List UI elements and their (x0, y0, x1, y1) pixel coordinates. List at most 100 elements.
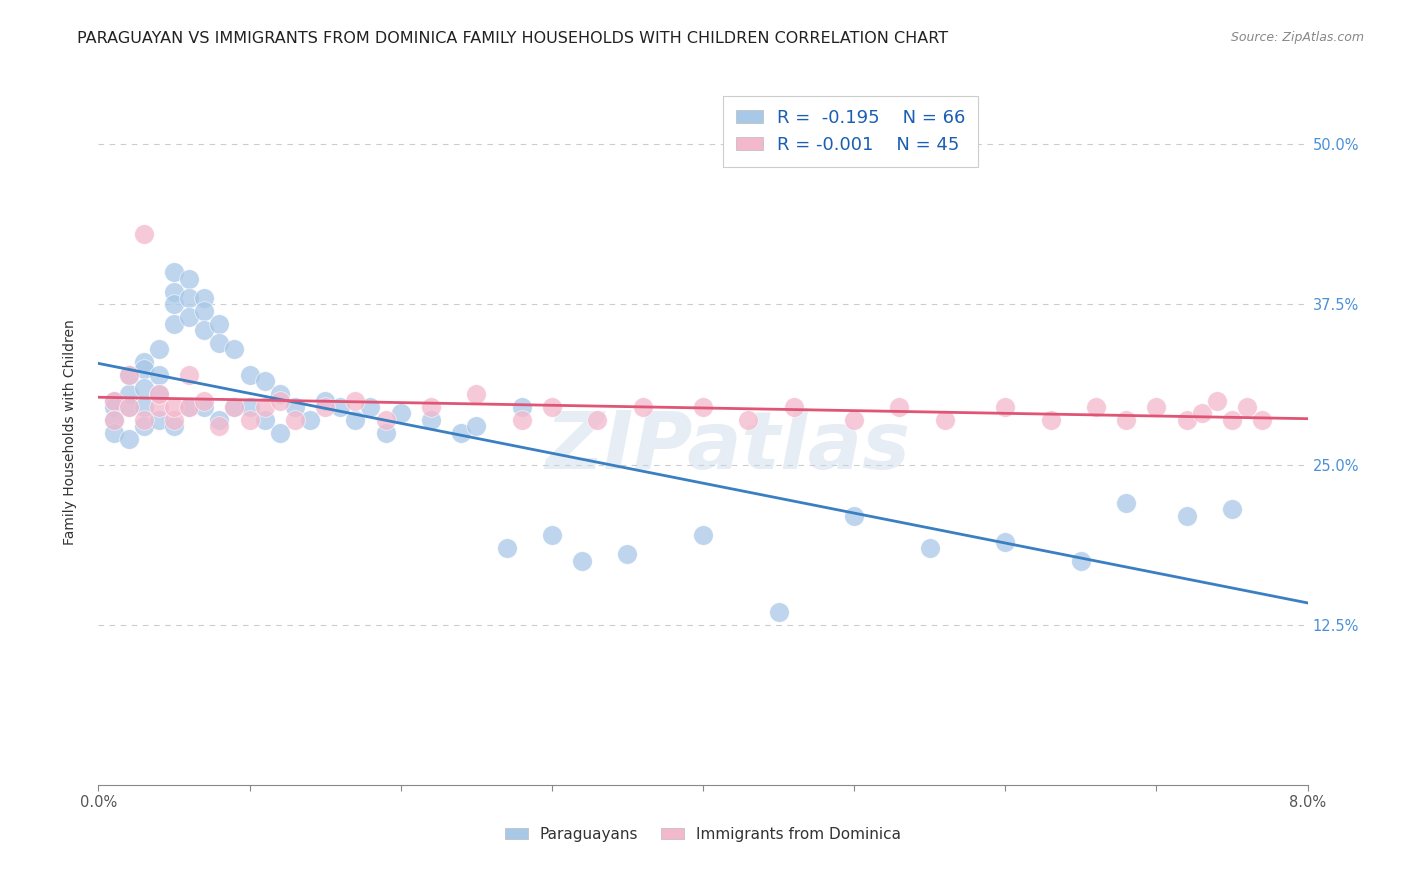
Point (118, 400, 141, 414)
Point (918, 541, 941, 555)
Point (1191, 406, 1213, 420)
Point (616, 547, 638, 561)
Point (132, 361, 155, 376)
Point (148, 368, 170, 382)
Point (374, 413, 396, 427)
Point (420, 400, 443, 414)
Point (103, 425, 125, 440)
Point (193, 291, 215, 305)
Point (450, 425, 472, 440)
Point (1220, 413, 1243, 427)
Point (1206, 393, 1229, 408)
Point (360, 400, 382, 414)
Point (179, 291, 201, 305)
Point (163, 285, 186, 299)
Text: Source: ZipAtlas.com: Source: ZipAtlas.com (1230, 31, 1364, 45)
Point (465, 387, 488, 401)
Point (208, 335, 231, 350)
Point (148, 387, 170, 401)
Point (269, 387, 291, 401)
Point (1251, 413, 1274, 427)
Point (132, 381, 155, 395)
Point (193, 323, 215, 337)
Point (1085, 400, 1108, 414)
Point (118, 387, 141, 401)
Point (132, 400, 155, 414)
Point (193, 304, 215, 318)
Point (179, 400, 201, 414)
Point (631, 400, 654, 414)
Point (224, 400, 246, 414)
Point (420, 413, 443, 427)
Y-axis label: Family Households with Children: Family Households with Children (63, 319, 77, 546)
Point (586, 413, 609, 427)
Point (510, 400, 533, 414)
Point (239, 368, 262, 382)
Point (103, 393, 125, 408)
Point (1115, 496, 1137, 510)
Point (163, 413, 186, 427)
Point (179, 368, 201, 382)
Point (239, 400, 262, 414)
Point (179, 400, 201, 414)
Text: ZIPatlas: ZIPatlas (544, 408, 910, 486)
Point (510, 413, 533, 427)
Point (1220, 502, 1243, 516)
Point (344, 413, 367, 427)
Point (344, 393, 367, 408)
Point (844, 413, 866, 427)
Point (103, 413, 125, 427)
Point (253, 413, 276, 427)
Point (692, 528, 714, 542)
Point (118, 400, 141, 414)
Point (284, 400, 307, 414)
Point (163, 317, 186, 331)
Point (132, 419, 155, 434)
Point (768, 605, 790, 619)
Point (132, 227, 155, 241)
Point (934, 413, 956, 427)
Point (163, 400, 186, 414)
Point (193, 400, 215, 414)
Point (1070, 554, 1092, 568)
Point (994, 400, 1017, 414)
Point (103, 393, 125, 408)
Point (329, 400, 352, 414)
Point (163, 419, 186, 434)
Point (132, 355, 155, 369)
Point (208, 317, 231, 331)
Point (269, 425, 291, 440)
Point (314, 400, 336, 414)
Point (844, 508, 866, 523)
Point (389, 406, 412, 420)
Point (1115, 413, 1137, 427)
Point (224, 400, 246, 414)
Point (163, 265, 186, 279)
Point (179, 272, 201, 286)
Point (148, 413, 170, 427)
Point (540, 400, 562, 414)
Point (737, 413, 759, 427)
Point (208, 413, 231, 427)
Point (571, 554, 593, 568)
Point (994, 534, 1017, 549)
Point (889, 400, 911, 414)
Point (540, 528, 562, 542)
Point (1175, 508, 1198, 523)
Point (118, 368, 141, 382)
Point (692, 400, 714, 414)
Text: PARAGUAYAN VS IMMIGRANTS FROM DOMINICA FAMILY HOUSEHOLDS WITH CHILDREN CORRELATI: PARAGUAYAN VS IMMIGRANTS FROM DOMINICA F… (77, 31, 949, 46)
Point (783, 400, 806, 414)
Point (1236, 400, 1258, 414)
Point (132, 413, 155, 427)
Point (299, 413, 322, 427)
Legend: Paraguayans, Immigrants from Dominica: Paraguayans, Immigrants from Dominica (499, 821, 907, 847)
Point (163, 297, 186, 311)
Point (148, 343, 170, 357)
Point (1146, 400, 1168, 414)
Point (253, 375, 276, 389)
Point (1039, 413, 1062, 427)
Point (374, 425, 396, 440)
Point (269, 393, 291, 408)
Point (179, 310, 201, 325)
